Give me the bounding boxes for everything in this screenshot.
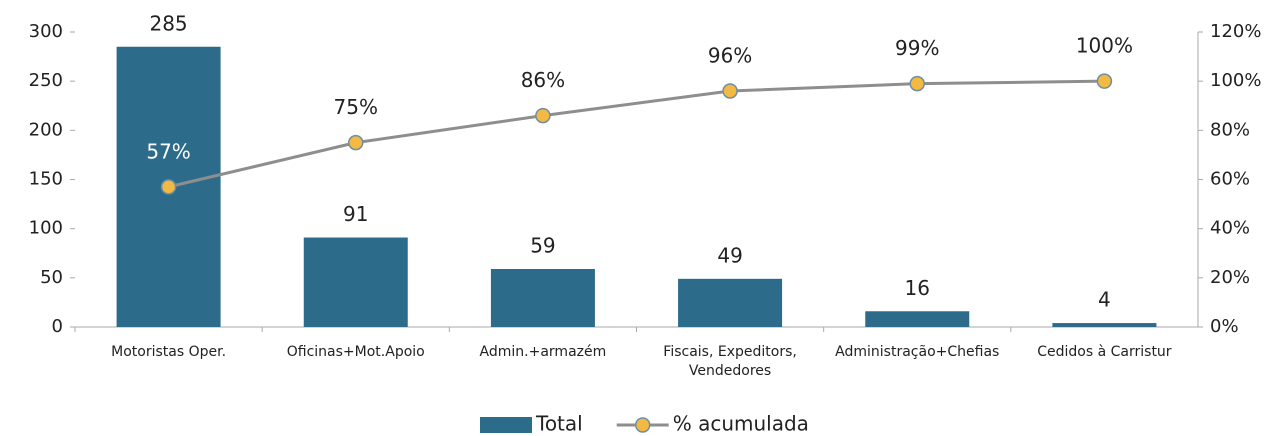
y-tick-label: 200 xyxy=(29,119,63,140)
y2-tick-label: 100% xyxy=(1210,70,1261,91)
y2-tick-label: 60% xyxy=(1210,169,1250,190)
line-marker xyxy=(348,134,364,151)
line-label: 96% xyxy=(708,44,752,68)
y2-tick-label: 0% xyxy=(1210,316,1239,337)
y-tick-label: 150 xyxy=(29,169,63,190)
x-tick-label: Admin.+armazém xyxy=(479,344,607,360)
bar-label: 285 xyxy=(149,11,187,35)
line-label: 86% xyxy=(521,68,565,92)
line xyxy=(168,79,1105,189)
line-label: 57% xyxy=(146,139,190,163)
bar-label: 16 xyxy=(905,276,930,300)
y2-tick-label: 80% xyxy=(1210,119,1250,140)
legend-swatch xyxy=(480,417,532,433)
bar xyxy=(303,237,408,327)
bar-label: 4 xyxy=(1098,288,1111,312)
y-tick-label: 50 xyxy=(40,267,63,288)
bar xyxy=(490,268,595,327)
line-label: 100% xyxy=(1076,34,1133,58)
line-marker xyxy=(535,107,551,124)
x-tick-label: Oficinas+Mot.Apoio xyxy=(286,344,425,360)
y2-tick-label: 20% xyxy=(1210,267,1250,288)
line-marker xyxy=(1096,73,1113,89)
bar-label: 49 xyxy=(717,243,742,267)
y2-tick-label: 120% xyxy=(1210,21,1261,42)
line-marker xyxy=(160,179,177,195)
x-tick-label: Cedidos à Carristur xyxy=(1037,344,1172,360)
bar xyxy=(1052,323,1157,327)
x-tick-label: Fiscais, Expeditors, Vendedores xyxy=(663,344,797,379)
bar-label: 91 xyxy=(343,202,368,226)
bar xyxy=(678,278,783,327)
legend-label: Total xyxy=(535,412,583,436)
y-tick-label: 100 xyxy=(29,218,63,239)
legend-label: % acumulada xyxy=(673,412,809,436)
y-tick-label: 250 xyxy=(29,70,63,91)
y2-tick-label: 40% xyxy=(1210,218,1250,239)
x-tick-label: Administração+Chefias xyxy=(835,344,1000,360)
line-marker xyxy=(909,75,925,92)
y-tick-label: 0 xyxy=(52,316,63,337)
bar-label: 59 xyxy=(530,233,555,257)
legend-swatch xyxy=(634,417,651,433)
y-tick-label: 300 xyxy=(29,21,63,42)
line-label: 75% xyxy=(334,95,378,119)
x-tick-label: Motoristas Oper. xyxy=(111,344,227,360)
bar xyxy=(865,311,970,327)
line-marker xyxy=(722,83,738,99)
line-label: 99% xyxy=(895,36,939,60)
